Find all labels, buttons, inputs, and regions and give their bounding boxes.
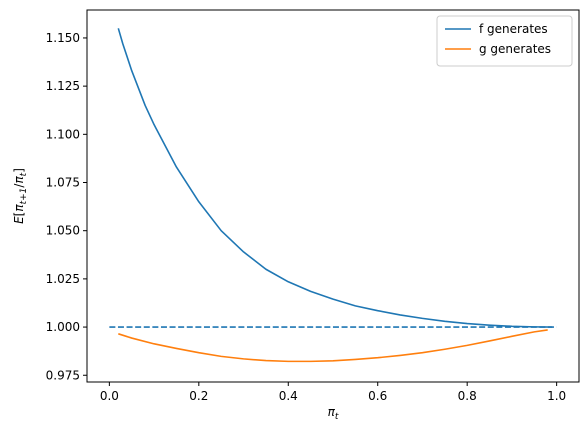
y-tick-label: 1.000 bbox=[46, 320, 80, 334]
x-tick-label: 0.4 bbox=[279, 389, 298, 403]
x-axis-label: πt bbox=[328, 405, 339, 422]
y-tick-label: 1.075 bbox=[46, 176, 80, 190]
series-line-1 bbox=[118, 329, 548, 363]
y-tick-label: 1.025 bbox=[46, 272, 80, 286]
x-tick-label: 0.0 bbox=[100, 389, 119, 403]
x-tick-label: 0.6 bbox=[368, 389, 387, 403]
legend-label: g generates bbox=[479, 42, 551, 56]
y-tick-label: 1.125 bbox=[46, 79, 80, 93]
series-layer bbox=[109, 28, 557, 363]
y-axis-label: E[πt+1/πt] bbox=[12, 168, 29, 224]
axes-frame bbox=[86, 9, 580, 383]
x-tick-label: 1.0 bbox=[547, 389, 566, 403]
legend-label: f generates bbox=[479, 22, 548, 36]
x-tick-label: 0.2 bbox=[189, 389, 208, 403]
y-tick-label: 1.050 bbox=[46, 224, 80, 238]
x-tick-label: 0.8 bbox=[458, 389, 477, 403]
y-tick-label: 1.150 bbox=[46, 31, 80, 45]
series-line-0 bbox=[117, 28, 553, 328]
plot-area: 0.0 0.2 0.4 0.6 0.8 1.0 0.975 1.000 1.025 1.050 1… bbox=[46, 9, 580, 403]
y-tick-label: 0.975 bbox=[46, 368, 80, 382]
y-ticks: 0.975 1.000 1.025 1.050 1.075 1.100 1.125 1.150 bbox=[46, 31, 87, 382]
legend: f generates g generates bbox=[436, 15, 573, 67]
y-tick-label: 1.100 bbox=[46, 127, 80, 141]
x-ticks: 0.0 0.2 0.4 0.6 0.8 1.0 bbox=[100, 382, 566, 403]
